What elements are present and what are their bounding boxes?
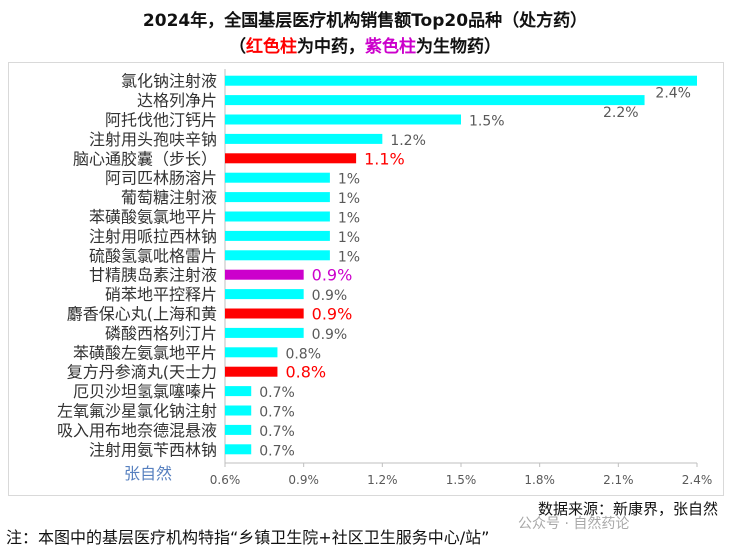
subtitle-mid: 为中药， xyxy=(297,37,365,57)
category-label: 葡萄糖注射液 xyxy=(121,188,217,207)
data-label: 2.2% xyxy=(603,105,639,121)
category-label: 左氧氟沙星氯化钠注射 xyxy=(57,402,217,421)
chart-subtitle: （红色柱为中药，紫色柱为生物药） xyxy=(0,32,730,57)
bar xyxy=(225,289,304,300)
data-source: 数据来源：新康界，张自然 xyxy=(537,500,718,518)
bar xyxy=(225,75,697,86)
category-label: 硝苯地平控释片 xyxy=(105,285,217,304)
category-label: 苯磺酸左氨氯地平片 xyxy=(73,343,217,362)
category-label: 注射用哌拉西林钠 xyxy=(89,227,217,246)
data-label: 0.7% xyxy=(259,385,295,401)
category-label: 硫酸氢氯吡格雷片 xyxy=(89,246,217,265)
data-label: 0.9% xyxy=(312,266,353,285)
data-label: 0.7% xyxy=(259,405,295,421)
category-label: 阿司匹林肠溶片 xyxy=(105,169,217,188)
watermark-middle: 张自然 xyxy=(124,464,173,483)
category-label: 复方丹参滴丸(天士力 xyxy=(67,363,217,382)
subtitle-red-part: 红色柱 xyxy=(246,37,297,57)
data-label: 1% xyxy=(338,191,360,207)
data-label: 0.7% xyxy=(259,443,295,459)
x-tick-label: 2.1% xyxy=(603,473,634,487)
x-tick-label: 1.2% xyxy=(367,473,398,487)
bar xyxy=(225,386,252,397)
bar xyxy=(225,347,278,358)
data-label: 0.9% xyxy=(312,327,348,343)
data-label: 0.9% xyxy=(312,305,353,324)
bar xyxy=(225,308,304,319)
category-label: 苯磺酸氨氯地平片 xyxy=(89,208,217,227)
bar xyxy=(225,95,645,106)
category-label: 注射用氨苄西林钠 xyxy=(89,440,217,459)
category-label: 注射用头孢呋辛钠 xyxy=(89,130,217,149)
data-label: 1% xyxy=(338,249,360,265)
bar xyxy=(225,211,330,222)
data-label: 0.9% xyxy=(312,288,348,304)
bar xyxy=(225,366,278,377)
watermark-bottom-right: 公众号 · 自然药论 xyxy=(518,516,630,532)
category-label: 厄贝沙坦氢氯噻嗪片 xyxy=(73,382,217,401)
data-label: 1.2% xyxy=(390,133,426,149)
bar xyxy=(225,192,330,203)
data-label: 1% xyxy=(338,211,360,227)
subtitle-end: 为生物药） xyxy=(416,37,501,57)
category-label: 达格列净片 xyxy=(137,91,217,110)
category-label: 脑心通胶囊（步长） xyxy=(73,149,217,168)
data-label: 1.5% xyxy=(469,114,505,130)
data-label: 1% xyxy=(338,172,360,188)
footnote: 注：本图中的基层医疗机构特指“乡镇卫生院+社区卫生服务中心/站” xyxy=(6,528,490,547)
category-label: 磷酸西格列汀片 xyxy=(105,324,217,343)
subtitle-purple-part: 紫色柱 xyxy=(365,37,416,57)
x-tick-label: 1.8% xyxy=(524,473,555,487)
chart-title: 2024年，全国基层医疗机构销售额Top20品种（处方药） xyxy=(142,11,588,31)
x-tick-label: 2.4% xyxy=(682,473,713,487)
data-label: 1.1% xyxy=(364,149,405,168)
bar xyxy=(225,444,252,455)
category-label: 吸入用布地奈德混悬液 xyxy=(57,421,217,440)
category-label: 麝香保心丸(上海和黄 xyxy=(67,305,217,324)
bar xyxy=(225,114,461,125)
subtitle-open: （ xyxy=(229,37,246,57)
bar xyxy=(225,133,383,144)
category-label: 甘精胰岛素注射液 xyxy=(89,266,217,285)
category-label: 氯化钠注射液 xyxy=(121,72,217,91)
bar xyxy=(225,405,252,416)
x-tick-label: 1.5% xyxy=(446,473,477,487)
data-label: 0.8% xyxy=(285,346,321,362)
x-tick-label: 0.6% xyxy=(210,473,241,487)
data-label: 0.8% xyxy=(285,363,326,382)
plot-panel: 0.6% 0.9% 1.2% 1.5% 1.8% 2.1% 2.4% 氯化钠注射液 2.4% 达格… xyxy=(8,62,724,496)
data-label: 2.4% xyxy=(655,86,691,102)
bar xyxy=(225,230,330,241)
data-label: 1% xyxy=(338,230,360,246)
bar xyxy=(225,424,252,435)
bar-chart-svg: 0.6% 0.9% 1.2% 1.5% 1.8% 2.1% 2.4% 氯化钠注射液 2.4% 达格… xyxy=(57,69,713,487)
bar xyxy=(225,172,330,183)
bar xyxy=(225,250,330,261)
x-tick-label: 0.9% xyxy=(288,473,319,487)
data-label: 0.7% xyxy=(259,424,295,440)
category-label: 阿托伐他汀钙片 xyxy=(105,111,217,130)
bar xyxy=(225,153,357,164)
bar xyxy=(225,327,304,338)
bar xyxy=(225,269,304,280)
